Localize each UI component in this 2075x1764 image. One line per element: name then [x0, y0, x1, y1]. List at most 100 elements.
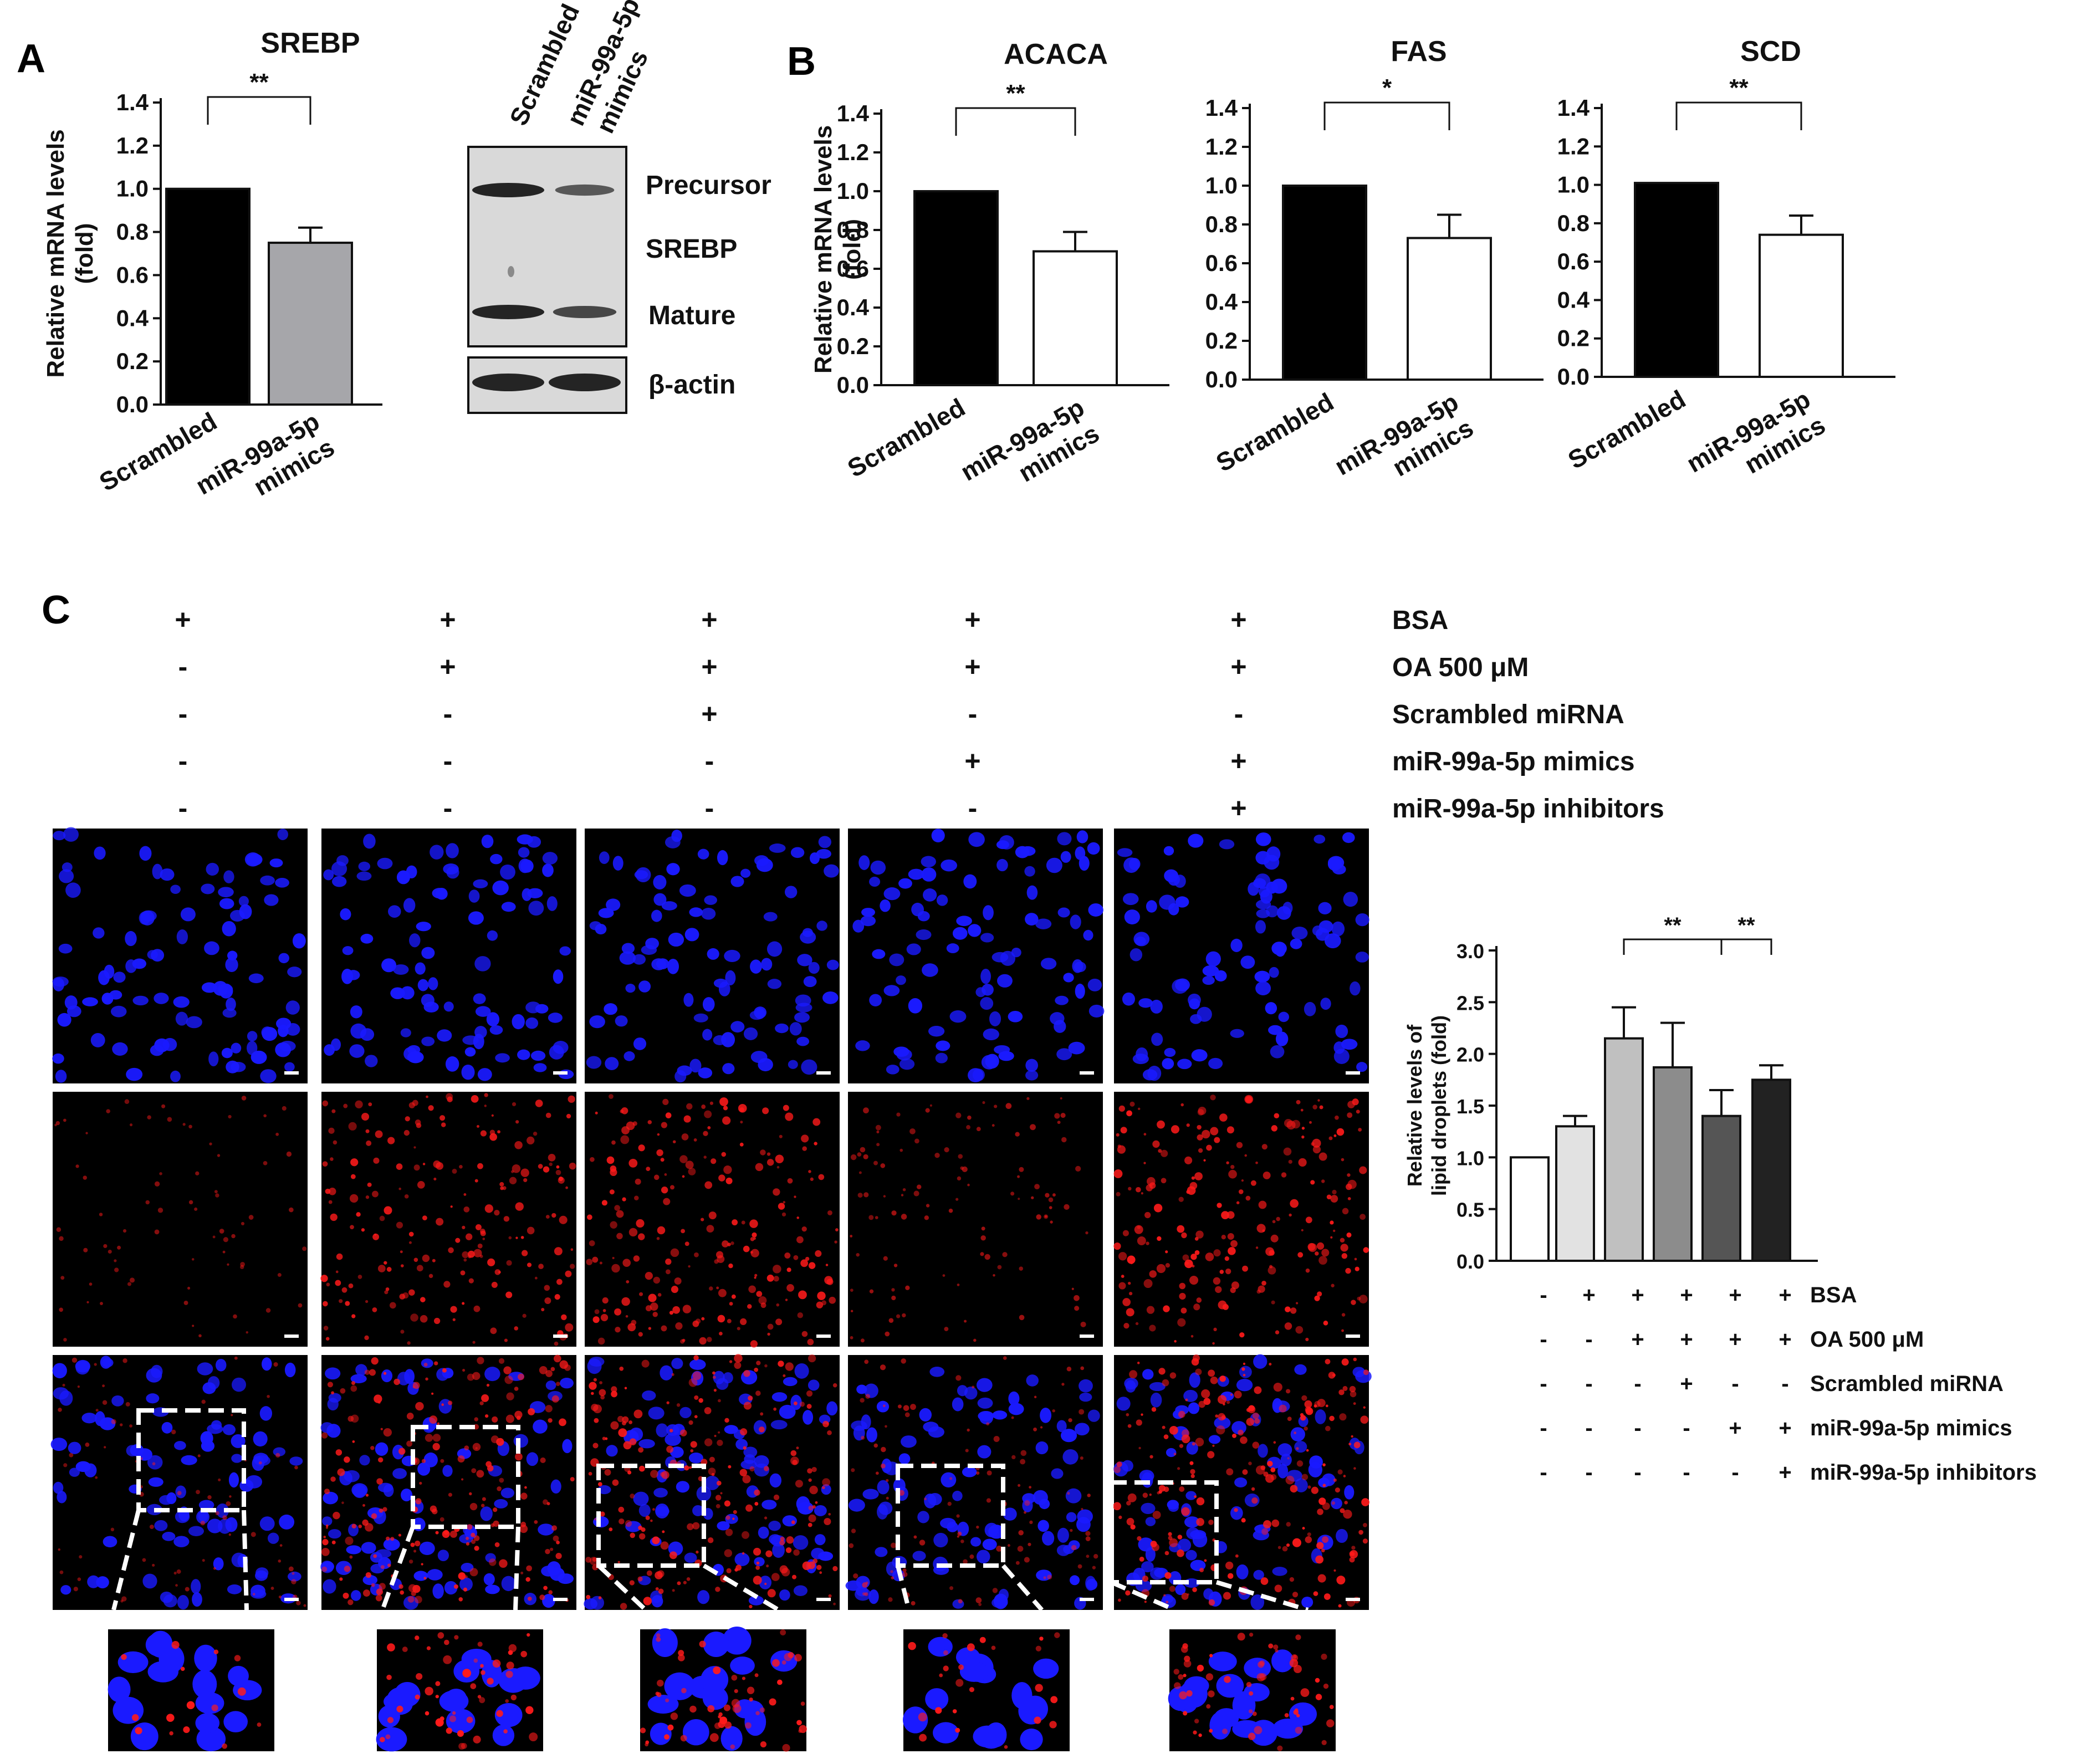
lipid-droplet [721, 1152, 727, 1157]
lipid-droplet [865, 1581, 868, 1584]
condition-mark: + [964, 651, 980, 682]
lipid-droplet [722, 1240, 729, 1247]
lipid-droplet [226, 1501, 231, 1506]
lipid-droplet [568, 1095, 575, 1103]
lipid-droplet [551, 1395, 559, 1403]
lipid-droplet [565, 1186, 569, 1189]
lipid-droplet [217, 1154, 221, 1157]
lipid-droplet [749, 1219, 758, 1228]
scale-bar [284, 1334, 299, 1338]
lipid-droplet [677, 1581, 681, 1586]
lipid-droplet [383, 1428, 392, 1437]
lipid-droplet [600, 1313, 609, 1322]
lipid-droplet [468, 1255, 472, 1259]
lipid-droplet [1024, 1511, 1026, 1514]
lipid-droplet [597, 1337, 605, 1345]
lipid-droplet [1351, 1435, 1353, 1438]
bar [1653, 1066, 1693, 1262]
lipid-droplet [1287, 1457, 1290, 1460]
lipid-droplet [198, 1334, 202, 1338]
nucleus [1254, 970, 1270, 983]
nucleus [1255, 832, 1271, 846]
lipid-droplet [772, 1659, 780, 1667]
lipid-droplet [223, 1237, 229, 1243]
nucleus [925, 1688, 949, 1711]
nucleus [222, 921, 236, 937]
lipid-droplet [58, 1548, 61, 1551]
lipid-droplet [602, 1309, 606, 1312]
lipid-droplet [826, 1422, 829, 1425]
lipid-droplet [630, 1532, 636, 1538]
nucleus [655, 1504, 669, 1518]
lipid-droplet [734, 1354, 743, 1363]
lipid-droplet [514, 1410, 523, 1419]
micrograph-nuclei [585, 829, 840, 1083]
lipid-droplet [177, 1491, 182, 1496]
lipid-droplet [1047, 1574, 1052, 1580]
lipid-droplet [426, 1095, 428, 1098]
nucleus [1147, 1066, 1162, 1081]
lipid-droplet [1029, 1486, 1032, 1489]
nucleus [782, 1515, 798, 1527]
lipid-droplet [1151, 1407, 1157, 1412]
nucleus [279, 1041, 296, 1052]
lipid-droplet [996, 1546, 1003, 1552]
scale-bar [284, 1598, 299, 1601]
lipid-droplet [1126, 1517, 1134, 1526]
nucleus [1253, 1354, 1268, 1369]
lipid-droplet [102, 1400, 108, 1405]
lipid-droplet [785, 1298, 788, 1301]
lipid-droplet [1219, 1113, 1228, 1122]
lipid-droplet [671, 1286, 678, 1293]
nucleus [1116, 1397, 1131, 1411]
nucleus [1232, 1691, 1256, 1720]
lipid-droplet [169, 1731, 173, 1736]
micrograph-nuclei [321, 829, 576, 1083]
nucleus [997, 974, 1013, 988]
lipid-droplet [1165, 1250, 1168, 1254]
lipid-droplet [1240, 1436, 1248, 1444]
lipid-droplet [1260, 1465, 1266, 1470]
nucleus [1025, 1059, 1039, 1072]
lipid-droplet [807, 1522, 812, 1527]
nucleus [251, 1050, 267, 1064]
lipid-droplet [382, 1507, 387, 1512]
nucleus [1125, 1380, 1136, 1393]
lipid-droplet [1341, 1253, 1348, 1259]
lipid-droplet [643, 1597, 652, 1606]
lipid-droplet [1151, 1543, 1159, 1551]
lipid-droplet [592, 1256, 599, 1263]
lipid-droplet [448, 1247, 454, 1254]
lipid-droplet [54, 1123, 57, 1127]
lipid-droplet [333, 1140, 338, 1145]
lipid-droplet [1162, 1379, 1169, 1387]
lipid-droplet [1332, 1229, 1336, 1233]
lipid-droplet [241, 1096, 247, 1101]
lipid-droplet [339, 1299, 343, 1303]
nucleus [1315, 1409, 1326, 1424]
bar [165, 187, 251, 406]
nucleus [160, 1591, 173, 1603]
nucleus [1003, 1507, 1017, 1521]
lipid-droplet [724, 1721, 732, 1729]
lipid-droplet [416, 1265, 423, 1272]
lipid-droplet [222, 1250, 226, 1254]
lipid-droplet [943, 1665, 949, 1671]
lipid-droplet [227, 1263, 229, 1266]
lipid-droplet [873, 1160, 878, 1165]
lipid-droplet [610, 1221, 617, 1229]
lipid-droplet [728, 1263, 733, 1269]
nucleus [132, 995, 149, 1006]
lipid-droplet [690, 1441, 697, 1448]
lipid-droplet [586, 1214, 592, 1220]
lipid-droplet [893, 1264, 898, 1267]
nucleus [360, 933, 374, 944]
lipid-droplet [373, 1554, 377, 1558]
lipid-droplet [1181, 1232, 1187, 1239]
lipid-droplet [1354, 1257, 1357, 1261]
nucleus [255, 1570, 268, 1581]
lipid-droplet [1004, 1745, 1008, 1749]
lipid-droplet [783, 1201, 786, 1204]
nucleus [1275, 1031, 1289, 1046]
nucleus [1145, 1517, 1156, 1526]
